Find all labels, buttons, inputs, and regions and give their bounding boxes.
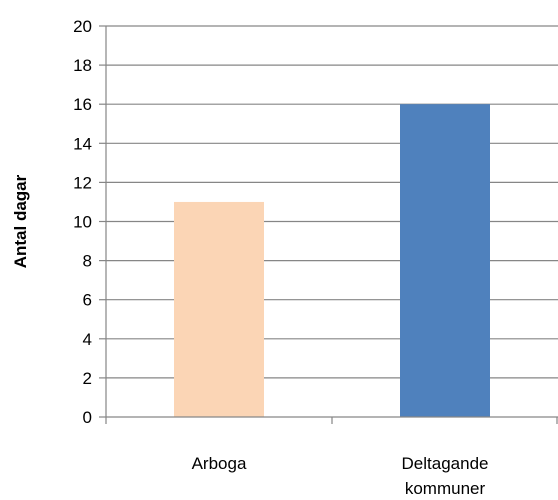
y-tick-label: 14: [73, 134, 92, 153]
bar: [400, 104, 490, 417]
y-tick-label: 6: [83, 291, 92, 310]
y-tick-label: 4: [83, 330, 92, 349]
y-tick-label: 10: [73, 213, 92, 232]
y-tick-label: 20: [73, 17, 92, 36]
y-axis-title: Antal dagar: [11, 174, 30, 268]
bar: [174, 201, 264, 417]
y-tick-label: 8: [83, 252, 92, 271]
x-tick-label: Deltagande kommuner: [402, 454, 489, 498]
axes: [99, 25, 558, 424]
y-tick-label: 18: [73, 56, 92, 75]
bars: [174, 104, 490, 417]
gridlines: [106, 25, 558, 379]
y-tick-label: 0: [83, 408, 92, 427]
y-tick-label: 16: [73, 95, 92, 114]
tick-labels: 0 2 4 6 8 10 12 14 16 18 20 Arboga Deltagande kommune…: [73, 17, 488, 498]
y-tick-label: 12: [73, 173, 92, 192]
y-tick-label: 2: [83, 369, 92, 388]
x-tick-label: Arboga: [192, 454, 247, 473]
